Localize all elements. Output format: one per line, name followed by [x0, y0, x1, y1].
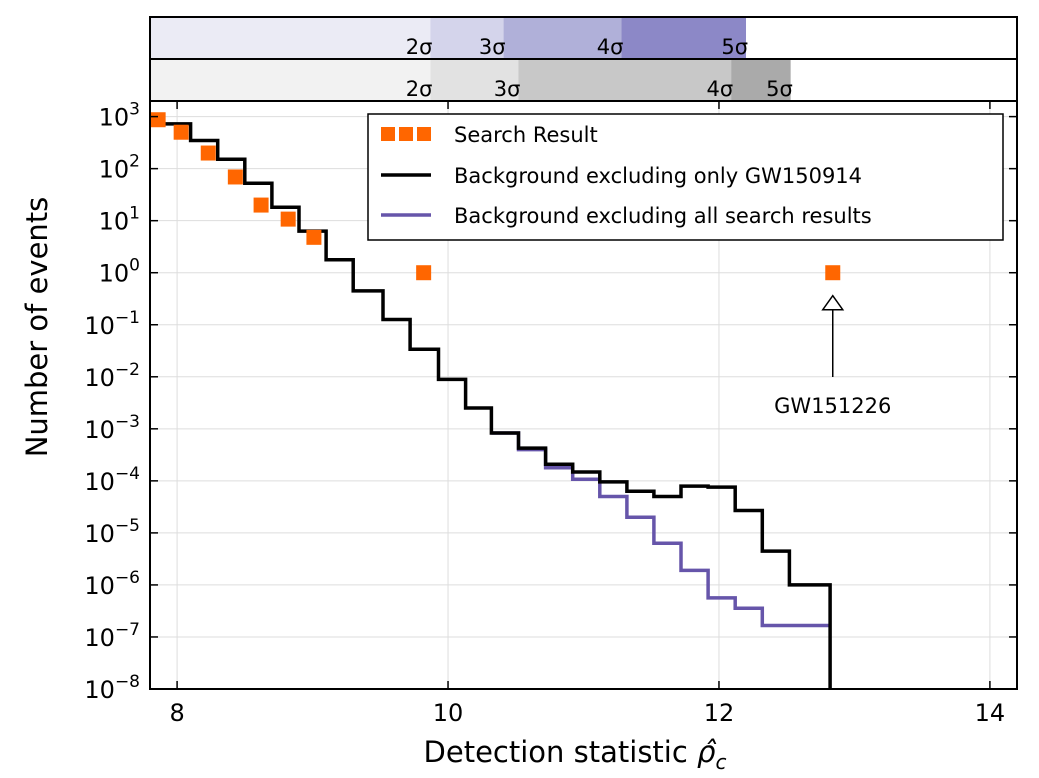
y-tick-label: 102	[99, 152, 140, 184]
sigma-label: 4σ	[597, 35, 624, 59]
sigma-band-segment	[790, 59, 1017, 101]
series-background-all	[491, 431, 831, 628]
search-result-marker	[173, 124, 189, 140]
sigma-label: 5σ	[766, 77, 793, 101]
y-tick-label: 10−7	[84, 620, 140, 652]
annotation-arrow-head	[821, 294, 845, 311]
step-line-background-all	[491, 431, 831, 628]
sigma-band-segment	[430, 59, 519, 101]
x-axis-title-subscript: c	[715, 750, 726, 774]
legend-marker-search-result	[399, 127, 413, 141]
sigma-band-segment	[731, 59, 791, 101]
x-tick-label: 14	[975, 699, 1006, 727]
search-result-marker	[825, 265, 841, 281]
y-tick-label: 10−5	[84, 516, 140, 548]
sigma-label: 5σ	[721, 35, 748, 59]
search-result-marker	[227, 169, 243, 185]
sigma-band-segment	[150, 59, 431, 101]
x-tick-label: 10	[433, 699, 464, 727]
search-result-marker	[306, 229, 322, 245]
x-axis-title-text: Detection statistic	[424, 735, 697, 769]
sigma-band-segment	[150, 17, 431, 59]
y-tick-label: 10−2	[84, 360, 140, 392]
y-axis-title: Number of events	[20, 197, 54, 458]
y-tick-label: 10−8	[84, 672, 140, 704]
x-axis-title: Detection statistic ρ̂c	[424, 735, 727, 774]
legend: Search Result Background excluding only G…	[367, 113, 1004, 241]
search-result-marker	[280, 211, 296, 227]
legend-label: Background excluding only GW150914	[454, 164, 862, 188]
x-axis-title-symbol: ρ̂	[697, 735, 716, 769]
sigma-label: 2σ	[406, 77, 433, 101]
y-tick-label: 10−6	[84, 568, 140, 600]
plot-frame	[149, 100, 1018, 690]
sigma-band-1: 2σ 3σ 4σ 5σ	[149, 16, 1018, 60]
sigma-band-segment	[503, 17, 622, 59]
series-search-result	[150, 112, 841, 281]
legend-label: Background excluding all search results	[454, 204, 872, 228]
sigma-band-segment	[430, 17, 504, 59]
sigma-label: 2σ	[406, 35, 433, 59]
legend-marker-search-result	[381, 127, 395, 141]
sigma-label: 3σ	[494, 77, 521, 101]
y-tick-label: 103	[99, 100, 140, 132]
step-line-background-gw150914	[150, 115, 832, 689]
legend-marker-search-result	[417, 127, 431, 141]
search-result-marker	[150, 112, 166, 128]
y-tick-label: 10−4	[84, 464, 140, 496]
legend-box	[367, 113, 1004, 241]
sigma-band-segment	[621, 17, 747, 59]
series-background-gw150914	[150, 115, 832, 689]
annotation: GW151226	[774, 294, 891, 418]
sigma-bands: 2σ 3σ 4σ 5σ 2σ 3σ 4σ 5σ	[149, 16, 1018, 102]
sigma-band-segment	[746, 17, 1017, 59]
x-tick-label: 8	[169, 699, 184, 727]
axis-ticks: 8 10 12 14 103 102 101 100 10−1 10−2 10−3 10−4 10−5 1…	[84, 100, 1017, 727]
legend-label: Search Result	[454, 123, 598, 147]
y-tick-label: 10−3	[84, 412, 140, 444]
y-tick-label: 100	[99, 256, 140, 288]
y-tick-label: 10−1	[84, 308, 140, 340]
search-result-marker	[416, 265, 432, 281]
search-result-marker	[253, 197, 269, 213]
sigma-label: 4σ	[706, 77, 733, 101]
search-result-marker	[200, 145, 216, 161]
sigma-band-segment	[518, 59, 732, 101]
annotation-label: GW151226	[774, 394, 891, 418]
x-tick-label: 12	[704, 699, 735, 727]
sigma-label: 3σ	[479, 35, 506, 59]
sigma-band-2: 2σ 3σ 4σ 5σ	[149, 58, 1018, 102]
y-tick-label: 101	[99, 204, 140, 236]
